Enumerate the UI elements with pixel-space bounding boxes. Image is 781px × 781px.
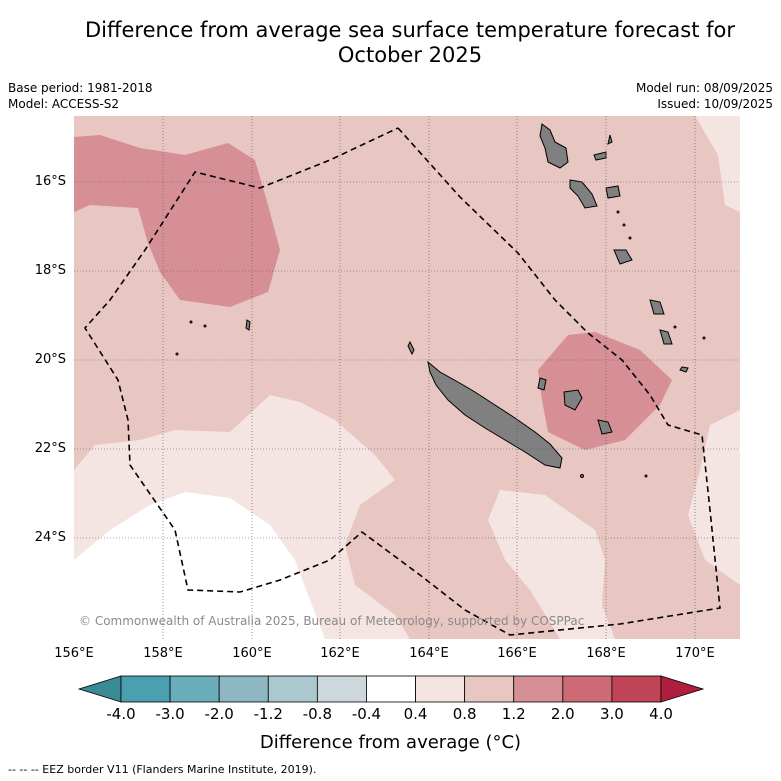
- anomaly-band-below-0-4: [74, 492, 325, 639]
- lon-label-158e: 158°E: [143, 646, 183, 661]
- map-area: [74, 116, 740, 639]
- meta-right: Model run: 08/09/2025 Issued: 10/09/2025: [636, 80, 773, 112]
- colorbar-segment: [611, 675, 662, 703]
- colorbar-label: Difference from average (°C): [259, 732, 522, 753]
- colorbar-segment: [267, 675, 318, 703]
- colorbar-extend-high: [660, 675, 705, 703]
- colorbar-segment: [120, 675, 171, 703]
- lon-label-162e: 162°E: [320, 646, 360, 661]
- base-period: Base period: 1981-2018: [8, 81, 153, 95]
- colorbar-tick-label: 3.0: [599, 705, 624, 723]
- title-line-1: Difference from average sea surface temp…: [85, 18, 735, 42]
- colorbar: [77, 675, 705, 703]
- colorbar-extend-low: [77, 675, 122, 703]
- issued-date: Issued: 10/09/2025: [657, 97, 773, 111]
- copyright-notice: © Commonwealth of Australia 2025, Bureau…: [79, 614, 585, 628]
- vanuatu-aneityum: [679, 366, 689, 373]
- reef-dot-3: [175, 352, 179, 356]
- colorbar-segment: [218, 675, 269, 703]
- reef-dot-9: [622, 223, 626, 227]
- colorbar-tick-label: -0.4: [351, 705, 382, 723]
- new-caledonia: [427, 360, 563, 469]
- colorbar-tick-label: -2.0: [204, 705, 234, 723]
- vanuatu-malekula: [569, 179, 598, 209]
- loyalty-island-4: [597, 419, 613, 435]
- title-line-2: October 2025: [337, 43, 483, 67]
- model-run: Model run: 08/09/2025: [635, 81, 773, 95]
- colorbar-tick-label: -0.8: [302, 705, 332, 723]
- colorbar-tick-label: -3.0: [155, 705, 185, 723]
- map-title: Difference from average sea surface temp…: [40, 18, 780, 68]
- eez-border: [84, 127, 721, 636]
- gridlines: [74, 116, 740, 639]
- colorbar-segment: [562, 675, 613, 703]
- vanuatu-santo: [539, 123, 569, 169]
- colorbar-tick-label: 1.2: [501, 705, 526, 723]
- colorbar-segment: [366, 675, 416, 703]
- lat-label-18s: 18°S: [34, 263, 66, 278]
- anomaly-band-0-4-0-8-ne: [695, 116, 740, 212]
- reef-dot-5: [644, 474, 648, 478]
- reef-dot-4: [580, 474, 584, 478]
- colorbar-segment: [513, 675, 564, 703]
- reef-dot-1: [189, 320, 193, 324]
- anomaly-band-1-2-2-0-nw: [74, 135, 280, 307]
- colorbar-tick-label: 4.0: [649, 705, 673, 723]
- colorbar-tick-label: 0.4: [403, 705, 428, 723]
- anomaly-band-0-4-0-8-se: [488, 490, 615, 639]
- loyalty-island-2: [563, 389, 583, 411]
- anomaly-band-1-2-2-0-e: [538, 332, 672, 450]
- reef-dot-10: [628, 236, 632, 240]
- colorbar-segment: [415, 675, 466, 703]
- vanuatu-efate: [613, 249, 633, 265]
- eez-legend-footer: -- -- -- EEZ border V11 (Flanders Marine…: [8, 763, 317, 776]
- loyalty-island-1: [407, 340, 415, 356]
- reef-dot-8: [616, 210, 620, 214]
- chesterfield-islet: [245, 319, 251, 331]
- lat-label-22s: 22°S: [34, 441, 66, 456]
- vanuatu-island-b: [605, 185, 621, 199]
- lat-label-20s: 20°S: [34, 352, 66, 367]
- colorbar-tick-label: -1.2: [253, 705, 283, 723]
- model-name: Model: ACCESS-S2: [8, 97, 120, 111]
- vanuatu-tanna: [659, 329, 673, 345]
- anomaly-band-0-4-0-8-e: [688, 410, 740, 585]
- meta-left: Base period: 1981-2018 Model: ACCESS-S2: [8, 80, 153, 112]
- vanuatu-erromango: [649, 299, 665, 315]
- lon-label-166e: 166°E: [497, 646, 537, 661]
- colorbar-tick-label: -4.0: [106, 705, 136, 723]
- lat-label-16s: 16°S: [34, 174, 66, 189]
- vanuatu-island-c: [607, 134, 613, 145]
- lon-label-168e: 168°E: [586, 646, 626, 661]
- reef-dot-7: [702, 336, 706, 340]
- lon-label-164e: 164°E: [409, 646, 449, 661]
- lat-label-24s: 24°S: [34, 530, 66, 545]
- reef-dot-2: [203, 324, 207, 328]
- colorbar-tick-label: 2.0: [550, 705, 575, 723]
- colorbar-tick-label: 0.8: [452, 705, 477, 723]
- colorbar-segment: [316, 675, 367, 703]
- land-masses: [175, 123, 706, 478]
- lon-label-156e: 156°E: [54, 646, 94, 661]
- colorbar-segment: [169, 675, 220, 703]
- reef-dot-6: [673, 325, 677, 329]
- lon-label-160e: 160°E: [232, 646, 272, 661]
- colorbar-segment: [464, 675, 515, 703]
- loyalty-island-3: [537, 377, 547, 391]
- lon-label-170e: 170°E: [675, 646, 715, 661]
